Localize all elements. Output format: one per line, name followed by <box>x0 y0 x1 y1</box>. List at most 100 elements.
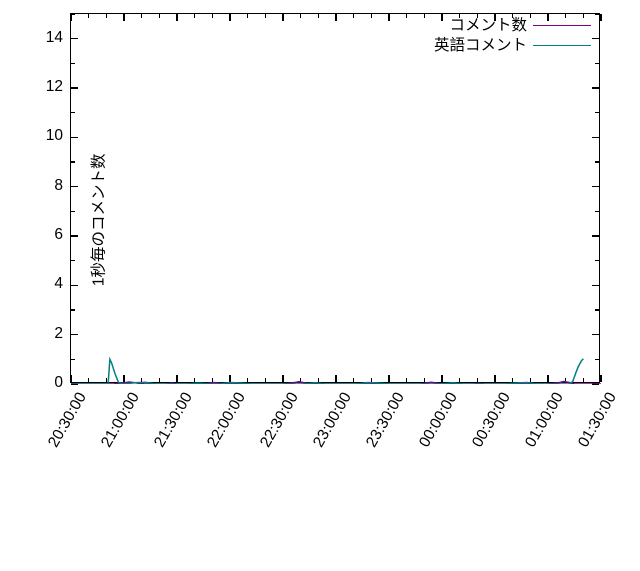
x-tick-major <box>441 375 443 382</box>
x-tick-label: 22:00:00 <box>203 389 249 451</box>
x-tick-major <box>70 14 72 21</box>
x-tick-label: 21:00:00 <box>97 389 143 451</box>
y-tick-minor <box>595 309 599 311</box>
y-tick-label: 14 <box>45 28 63 46</box>
x-tick-minor <box>158 14 160 18</box>
x-tick-minor <box>211 14 213 18</box>
y-tick-label: 8 <box>54 176 63 194</box>
x-tick-minor <box>211 378 213 382</box>
x-tick-major <box>282 14 284 21</box>
x-tick-minor <box>247 14 249 18</box>
legend-item-comment-count: コメント数 <box>449 17 591 34</box>
y-tick-minor <box>595 13 599 15</box>
x-tick-minor <box>194 378 196 382</box>
y-tick-major <box>592 87 599 89</box>
x-tick-minor <box>194 14 196 18</box>
y-tick-major <box>71 284 78 286</box>
y-tick-minor <box>595 161 599 163</box>
x-tick-minor <box>476 14 478 18</box>
legend-swatch-comment-count <box>533 25 591 26</box>
y-tick-major <box>592 136 599 138</box>
x-tick-major <box>176 375 178 382</box>
y-tick-major <box>592 284 599 286</box>
x-tick-minor <box>512 378 514 382</box>
legend-item-english-comment: 英語コメント <box>434 37 591 54</box>
y-tick-label: 2 <box>54 324 63 342</box>
x-tick-minor <box>88 378 90 382</box>
x-tick-label: 21:30:00 <box>150 389 196 451</box>
x-tick-minor <box>423 14 425 18</box>
y-axis-title: 1秒毎のコメント数 <box>90 153 108 287</box>
x-tick-minor <box>512 14 514 18</box>
y-tick-minor <box>71 210 75 212</box>
y-tick-minor <box>71 260 75 262</box>
x-tick-minor <box>529 14 531 18</box>
y-tick-minor <box>595 112 599 114</box>
y-tick-major <box>71 235 78 237</box>
legend-swatch-english-comment <box>533 45 591 46</box>
series-plot <box>71 356 601 384</box>
x-tick-major <box>388 14 390 21</box>
x-tick-minor <box>370 14 372 18</box>
plot-area: コメント数 英語コメント 1秒毎のコメント数 <box>70 13 602 385</box>
x-tick-label: 23:30:00 <box>362 389 408 451</box>
x-tick-minor <box>300 378 302 382</box>
x-tick-minor <box>565 378 567 382</box>
x-tick-major <box>600 375 602 382</box>
x-tick-major <box>229 14 231 21</box>
x-tick-minor <box>476 378 478 382</box>
y-tick-minor <box>595 260 599 262</box>
y-tick-major <box>71 136 78 138</box>
y-tick-major <box>592 235 599 237</box>
x-tick-minor <box>459 378 461 382</box>
x-tick-minor <box>317 14 319 18</box>
x-tick-minor <box>264 378 266 382</box>
y-tick-minor <box>595 62 599 64</box>
chart-legend: コメント数 英語コメント <box>434 17 591 54</box>
y-tick-label: 6 <box>54 226 63 243</box>
x-tick-minor <box>582 14 584 18</box>
x-tick-major <box>388 375 390 382</box>
x-tick-major <box>123 375 125 382</box>
x-tick-major <box>335 375 337 382</box>
x-tick-minor <box>353 378 355 382</box>
y-tick-minor <box>71 358 75 360</box>
x-tick-major <box>494 375 496 382</box>
y-tick-major <box>71 334 78 336</box>
x-tick-major <box>229 375 231 382</box>
x-tick-label: 01:30:00 <box>574 389 620 451</box>
x-tick-major <box>335 14 337 21</box>
x-tick-minor <box>406 14 408 18</box>
y-tick-major <box>592 186 599 188</box>
x-tick-minor <box>370 378 372 382</box>
x-tick-major <box>494 14 496 21</box>
x-tick-minor <box>247 378 249 382</box>
x-tick-label: 22:30:00 <box>256 389 302 451</box>
x-tick-major <box>547 14 549 21</box>
x-tick-major <box>547 375 549 382</box>
x-tick-minor <box>141 378 143 382</box>
x-tick-major <box>70 375 72 382</box>
y-tick-minor <box>71 112 75 114</box>
x-tick-minor <box>582 378 584 382</box>
x-tick-minor <box>105 378 107 382</box>
x-tick-label: 23:00:00 <box>309 389 355 451</box>
x-tick-minor <box>158 378 160 382</box>
y-tick-minor <box>71 13 75 15</box>
x-tick-minor <box>317 378 319 382</box>
x-tick-major <box>123 14 125 21</box>
legend-label-english-comment: 英語コメント <box>433 36 527 54</box>
y-tick-label: 10 <box>45 127 63 145</box>
x-tick-minor <box>141 14 143 18</box>
series-line-english-comment <box>71 356 584 384</box>
y-tick-major <box>592 334 599 336</box>
y-tick-major <box>71 186 78 188</box>
x-tick-minor <box>423 378 425 382</box>
x-tick-minor <box>88 14 90 18</box>
x-tick-minor <box>264 14 266 18</box>
x-tick-minor <box>565 14 567 18</box>
x-tick-minor <box>105 14 107 18</box>
y-tick-major <box>71 38 78 40</box>
x-tick-major <box>441 14 443 21</box>
x-tick-label: 00:00:00 <box>415 389 461 451</box>
